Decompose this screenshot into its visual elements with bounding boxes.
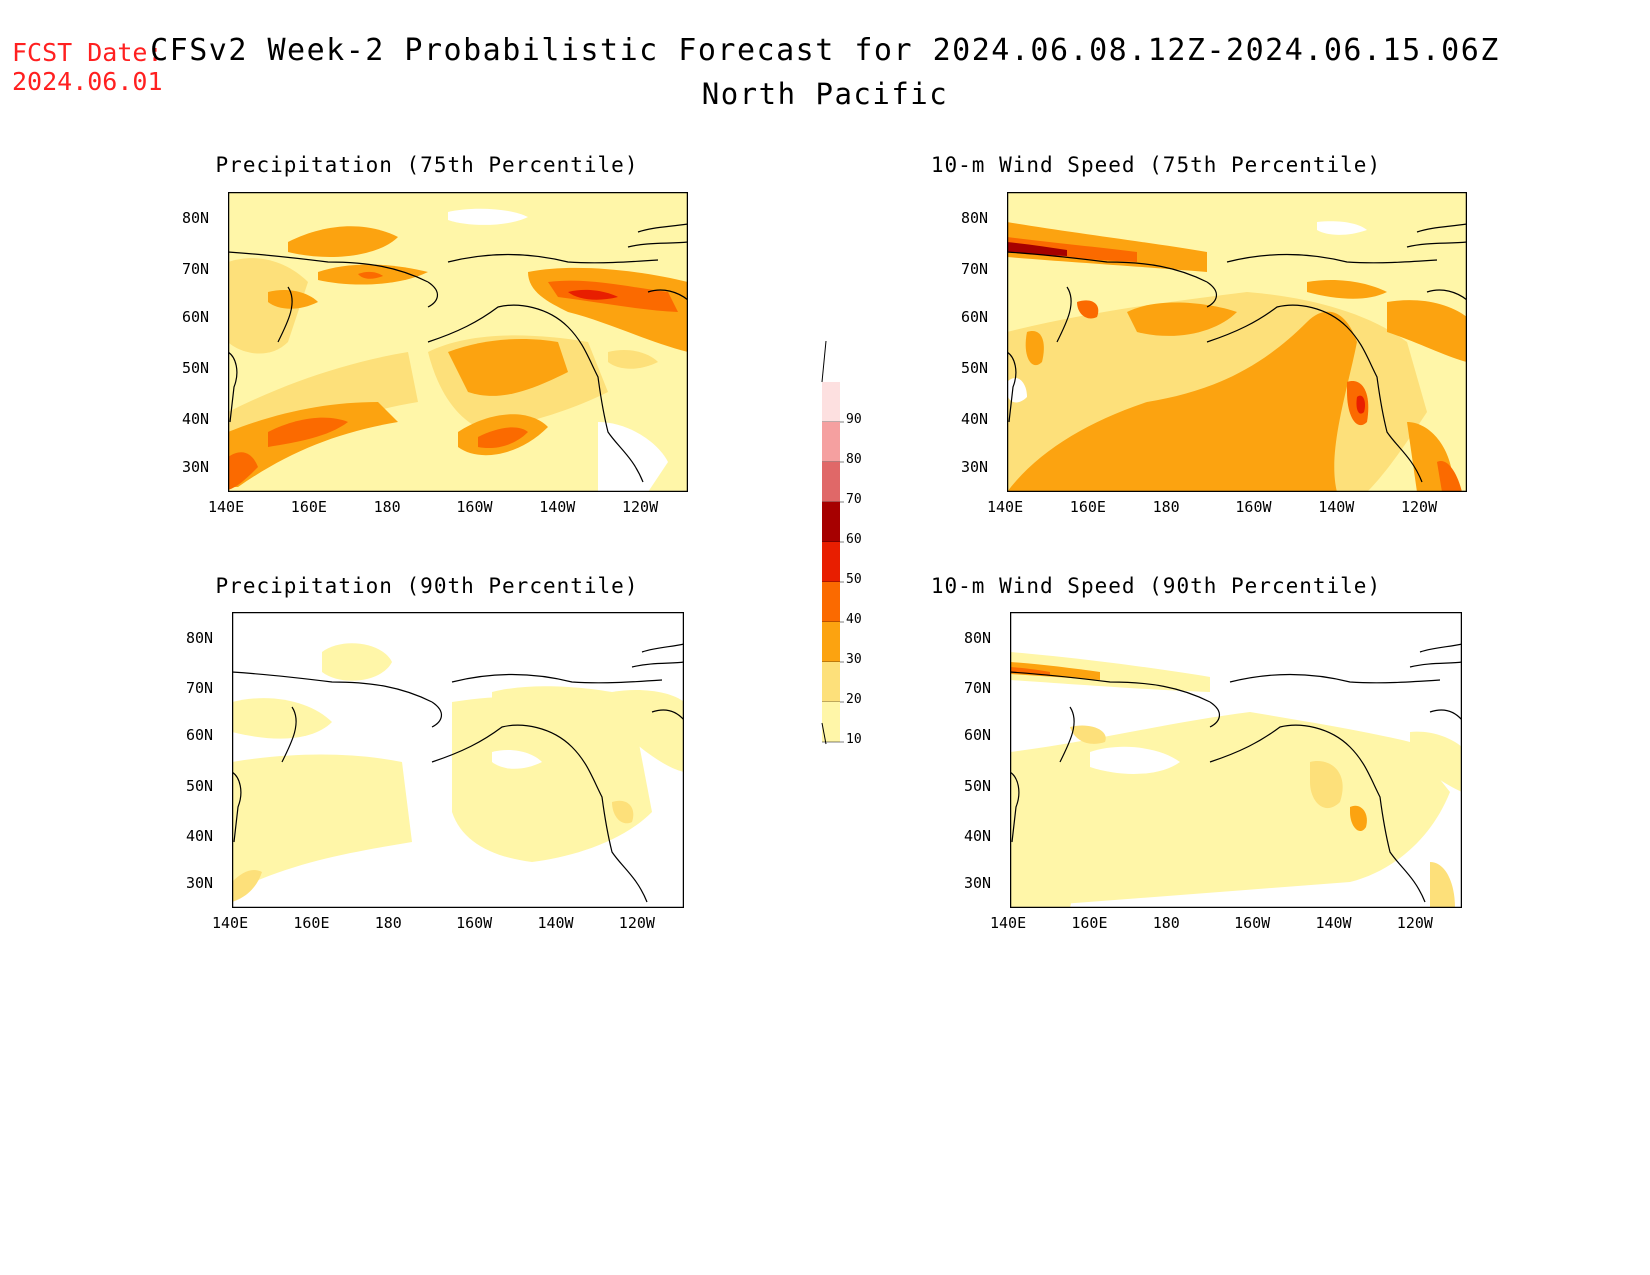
lon-tick-label: 120W [622,498,659,516]
lon-tick-label: 160E [290,498,327,516]
lat-tick-label: 80N [964,628,992,647]
lat-tick-label: 60N [186,726,214,745]
lat-tick-label: 80N [961,209,989,227]
lat-tick-label: 50N [186,776,214,795]
lat-tick-label: 60N [961,308,989,326]
coastlines [1010,643,1462,903]
lon-tick-label: 140E [987,498,1024,516]
colorbar-cell [822,502,840,542]
colorbar-level-label: 80 [846,452,862,467]
colorbar-cell [822,422,840,462]
lat-tick-label: 50N [961,359,989,377]
colorbar-level-label: 90 [846,412,862,427]
forecast-date-block: FCST Date: 2024.06.01 [12,38,163,96]
lon-tick-label: 160E [293,914,330,932]
panel-title-wind-90: 10-m Wind Speed (90th Percentile) [930,574,1382,598]
lon-tick-label: 180 [1152,914,1180,932]
lat-tick-label: 40N [186,826,214,845]
lon-tick-label: 140W [1318,498,1355,516]
colorbar-cell [822,702,840,742]
colorbar-cell [822,542,840,582]
lat-tick-label: 30N [186,874,214,893]
lon-tick-label: 140W [537,914,574,932]
lon-tick-label: 140E [208,498,245,516]
lat-tick-label: 40N [964,826,992,845]
lat-tick-label: 30N [961,458,989,476]
lon-tick-label: 160W [1235,498,1272,516]
colorbar-level-label: 10 [846,732,862,747]
map-wind-90 [1010,612,1462,908]
lat-tick-label: 60N [964,726,992,745]
forecast-date-label: FCST Date: [12,38,163,67]
lat-tick-label: 40N [961,410,989,428]
lon-tick-label: 160E [1071,914,1108,932]
lon-tick-label: 160W [456,914,493,932]
colorbar-level-label: 70 [846,492,862,507]
lat-tick-label: 60N [182,308,210,326]
lat-tick-label: 80N [186,628,214,647]
lon-tick-label: 180 [1152,498,1180,516]
colorbar-cell [822,582,840,622]
lat-tick-label: 30N [964,874,992,893]
lon-tick-label: 140W [1315,914,1352,932]
precip-75-contours [228,208,688,492]
panel-title-precip-75: Precipitation (75th Percentile) [215,153,639,177]
lat-tick-label: 30N [182,458,210,476]
lon-tick-label: 140E [990,914,1027,932]
panel-title-wind-75: 10-m Wind Speed (75th Percentile) [930,153,1382,177]
lat-tick-label: 50N [964,776,992,795]
region-title: North Pacific [701,77,949,111]
colorbar-cell [822,382,840,422]
colorbar-level-label: 20 [846,692,862,707]
colorbar-level-label: 40 [846,612,862,627]
lat-tick-label: 70N [182,260,210,278]
map-wind-75 [1007,192,1467,492]
lon-tick-label: 160W [456,498,493,516]
lat-tick-label: 70N [964,678,992,697]
colorbar-cell [822,622,840,662]
coastlines [1007,223,1467,483]
lon-tick-label: 120W [618,914,655,932]
colorbar-level-label: 60 [846,532,862,547]
lat-tick-label: 70N [961,260,989,278]
forecast-date-value: 2024.06.01 [12,67,163,96]
lon-tick-label: 160E [1069,498,1106,516]
coastlines [228,223,688,483]
lat-tick-label: 80N [182,209,210,227]
colorbar [821,340,844,745]
map-precip-90 [232,612,684,908]
panel-title-precip-90: Precipitation (90th Percentile) [215,574,639,598]
page-title: CFSv2 Week-2 Probabilistic Forecast for … [150,33,1500,68]
lat-tick-label: 50N [182,359,210,377]
lon-tick-label: 160W [1234,914,1271,932]
lon-tick-label: 180 [374,914,402,932]
wind-90-contours [1010,652,1462,908]
colorbar-level-label: 30 [846,652,862,667]
lat-tick-label: 40N [182,410,210,428]
lon-tick-label: 120W [1396,914,1433,932]
colorbar-cell [822,662,840,702]
map-precip-75 [228,192,688,492]
lon-tick-label: 120W [1401,498,1438,516]
lat-tick-label: 70N [186,678,214,697]
lon-tick-label: 180 [373,498,401,516]
lon-tick-label: 140E [212,914,249,932]
wind-75-contours [1007,221,1467,492]
colorbar-cell [822,462,840,502]
colorbar-level-label: 50 [846,572,862,587]
coastlines [232,643,684,903]
lon-tick-label: 140W [539,498,576,516]
